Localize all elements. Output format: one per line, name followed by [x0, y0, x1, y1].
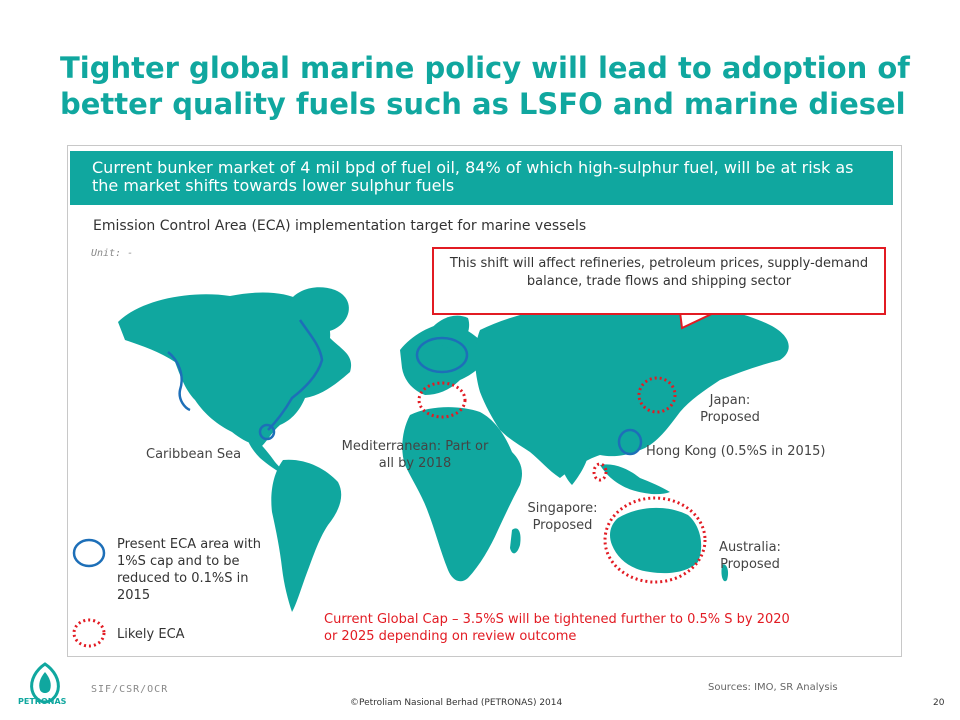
global-cap-note: Current Global Cap – 3.5%S will be tight…: [324, 612, 790, 644]
page-title: Tighter global marine policy will lead t…: [60, 51, 910, 121]
footer-code: SIF/CSR/OCR: [91, 684, 169, 695]
landmass-south-america: [271, 459, 342, 612]
likely-circle-singapore: [592, 462, 608, 482]
summary-banner-text: Current bunker market of 4 mil bpd of fu…: [92, 158, 854, 195]
label-australia: Australia: Proposed: [719, 540, 781, 572]
likely-eca-circles: [72, 376, 707, 648]
label-hongkong: Hong Kong (0.5%S in 2015): [646, 444, 826, 459]
landmass-southeast-asia: [600, 464, 670, 495]
likely-circle-japan: [637, 376, 677, 414]
present-eca-coastlines: [167, 319, 324, 431]
footer-copyright: ©Petroliam Nasional Berhad (PETRONAS) 20…: [350, 698, 563, 708]
impact-callout: This shift will affect refineries, petro…: [432, 247, 886, 315]
unit-label: Unit: -: [91, 248, 134, 259]
landmass-central-america: [245, 430, 283, 474]
footer-sources: Sources: IMO, SR Analysis: [708, 682, 838, 693]
landmass-new-zealand: [721, 564, 729, 582]
map-subtitle: Emission Control Area (ECA) implementati…: [93, 218, 587, 234]
impact-callout-text: This shift will affect refineries, petro…: [449, 256, 869, 289]
landmass-india: [556, 429, 590, 485]
likely-circle-mediterranean: [417, 381, 467, 419]
landmass-scandinavia: [430, 315, 470, 349]
likely-circle-australia: [603, 496, 707, 584]
legend-likely-marker: [72, 618, 106, 648]
eca-circle-hongkong: [617, 428, 643, 456]
legend-present-eca: Present ECA area with 1%S cap and to be …: [117, 537, 261, 603]
label-mediterranean: Mediterranean: Part or all by 2018: [341, 439, 489, 471]
landmass-north-america: [118, 292, 352, 446]
eca-circle-caribbean: [258, 423, 276, 441]
eca-coast-west-north-america: [167, 351, 191, 412]
page-number: 20: [933, 698, 945, 708]
land-masses: [118, 287, 789, 612]
petronas-logo-text: PETRONAS: [18, 697, 67, 706]
present-eca-circles: [72, 336, 643, 568]
landmass-africa: [402, 407, 523, 582]
label-singapore: Singapore: Proposed: [527, 501, 598, 533]
landmass-asia: [475, 303, 789, 478]
summary-banner: Current bunker market of 4 mil bpd of fu…: [70, 151, 893, 205]
legend-likely-eca: Likely ECA: [117, 627, 185, 642]
legend-present-marker: [72, 538, 106, 568]
label-japan: Japan: Proposed: [700, 393, 760, 425]
petronas-logo-icon: [30, 662, 60, 704]
label-caribbean: Caribbean Sea: [146, 447, 242, 462]
eca-circle-baltic: [415, 336, 469, 374]
eca-coast-east-north-america: [267, 319, 324, 431]
landmass-europe: [400, 322, 490, 395]
landmass-japan: [649, 379, 667, 407]
landmass-australia: [610, 507, 702, 574]
landmass-madagascar: [510, 528, 521, 554]
landmass-greenland: [290, 287, 349, 332]
